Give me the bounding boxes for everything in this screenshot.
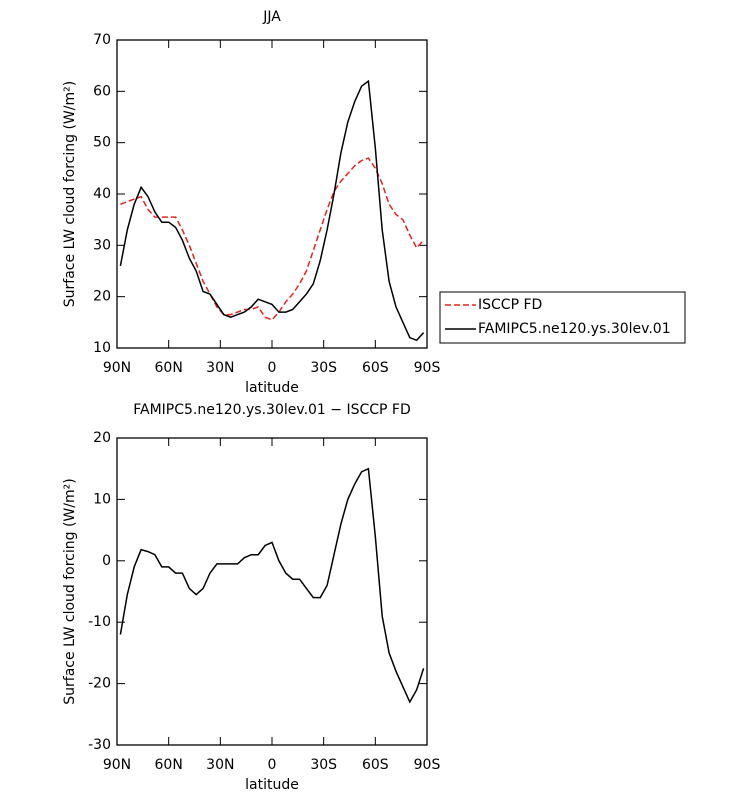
y-tick-label: 10 [93, 340, 111, 356]
x-tick-label: 90S [414, 757, 441, 773]
x-tick-label: 90N [103, 757, 131, 773]
x-tick-label: 60S [362, 360, 389, 376]
data-line [120, 157, 425, 321]
y-tick-label: 20 [93, 430, 111, 446]
x-tick-label: 0 [268, 757, 277, 773]
y-tick-label: 40 [93, 186, 111, 202]
x-tick-label: 30N [206, 757, 234, 773]
y-axis-label: Surface LW cloud forcing (W/m²) [62, 478, 78, 704]
y-tick-label: -30 [88, 737, 111, 753]
y-tick-label: 60 [93, 83, 111, 99]
data-line [119, 79, 425, 342]
y-tick-label: 50 [93, 135, 111, 151]
chart-title: JJA [262, 9, 281, 25]
y-tick-label: 0 [102, 553, 111, 569]
data-line [119, 467, 425, 704]
x-tick-label: 30N [206, 360, 234, 376]
legend-label: FAMIPC5.ne120.ys.30lev.01 [478, 321, 671, 337]
y-tick-label: 30 [93, 237, 111, 253]
y-tick-label: -10 [88, 614, 111, 630]
x-axis-label: latitude [245, 777, 299, 793]
x-tick-label: 30S [310, 360, 337, 376]
x-tick-label: 90N [103, 360, 131, 376]
x-tick-label: 60N [155, 757, 183, 773]
y-tick-label: 70 [93, 32, 111, 48]
x-tick-label: 0 [268, 360, 277, 376]
x-tick-label: 90S [414, 360, 441, 376]
x-tick-label: 60S [362, 757, 389, 773]
y-tick-label: 10 [93, 491, 111, 507]
legend-label: ISCCP FD [478, 297, 542, 313]
legend-box [439, 291, 686, 344]
y-tick-label: 20 [93, 289, 111, 305]
x-axis-label: latitude [245, 380, 299, 396]
chart-title: FAMIPC5.ne120.ys.30lev.01 − ISCCP FD [133, 402, 411, 418]
x-tick-label: 60N [155, 360, 183, 376]
y-axis-label: Surface LW cloud forcing (W/m²) [62, 81, 78, 307]
x-tick-label: 30S [310, 757, 337, 773]
plot-frame [116, 39, 428, 349]
y-tick-label: -20 [88, 676, 111, 692]
